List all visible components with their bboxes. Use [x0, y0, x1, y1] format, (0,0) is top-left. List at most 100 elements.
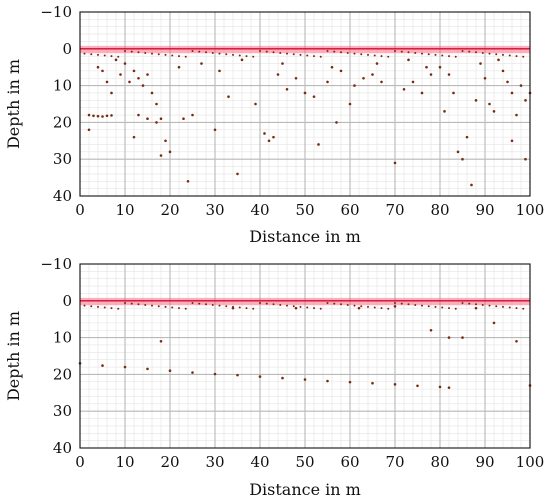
- bottom-surface-point: [151, 304, 153, 307]
- top-x-tick-label: 70: [385, 201, 404, 219]
- top-data-point: [281, 62, 284, 65]
- bottom-surface-point: [83, 304, 86, 307]
- top-data-point: [443, 110, 446, 113]
- top-data-point: [213, 128, 217, 132]
- top-surface-point: [184, 55, 187, 58]
- top-surface-point: [178, 55, 180, 58]
- bottom-data-point: [371, 381, 374, 385]
- bottom-x-tick-label: 40: [250, 453, 269, 471]
- bottom-surface-point: [502, 305, 504, 308]
- top-data-point: [254, 102, 257, 106]
- top-data-point: [110, 114, 113, 117]
- top-data-point: [524, 157, 527, 161]
- bottom-surface-point: [178, 307, 180, 310]
- top-data-point: [155, 102, 158, 106]
- top-data-point: [461, 157, 464, 161]
- bottom-data-point: [429, 328, 433, 332]
- top-data-point: [492, 110, 496, 113]
- top-data-point: [146, 73, 149, 76]
- top-data-point: [317, 143, 320, 146]
- top-data-point: [420, 91, 424, 95]
- top-plot-frame: [79, 11, 531, 197]
- bottom-surface-point: [252, 307, 255, 310]
- top-data-point: [263, 132, 266, 135]
- top-surface-point: [164, 53, 167, 56]
- top-surface-point: [495, 53, 498, 56]
- bottom-surface-point: [488, 304, 491, 307]
- top-surface-point: [252, 55, 255, 58]
- top-data-point: [519, 84, 523, 87]
- top-data-point: [137, 76, 140, 80]
- top-surface-point: [191, 50, 194, 53]
- top-surface-point: [407, 51, 410, 54]
- top-surface-point: [454, 55, 457, 58]
- top-surface-point: [130, 50, 133, 53]
- top-surface-point: [144, 51, 147, 54]
- top-data-point: [123, 62, 127, 65]
- bottom-data-points: [78, 305, 532, 389]
- bottom-x-tick-label: 0: [75, 453, 85, 471]
- top-y-tick-label: 40: [53, 187, 72, 205]
- top-data-point: [128, 80, 131, 84]
- bottom-data-point: [326, 379, 329, 383]
- bottom-x-tick-label: 10: [115, 453, 134, 471]
- top-data-point: [510, 139, 514, 143]
- top-surface-point: [481, 51, 484, 54]
- top-x-tick-labels: 0 10 20 30 40 50 60 70 80 90 100: [75, 201, 544, 219]
- top-x-tick-label: 90: [475, 201, 494, 219]
- top-data-point: [218, 69, 221, 73]
- top-surface-point: [502, 53, 504, 56]
- top-x-tick-label: 80: [430, 201, 449, 219]
- bottom-surface-point: [454, 307, 457, 310]
- bottom-surface-point: [522, 307, 525, 310]
- bottom-surface-point: [346, 303, 349, 306]
- top-x-tick-label: 60: [340, 201, 359, 219]
- bottom-x-tick-labels: 0 10 20 30 40 50 60 70 80 90 100: [75, 453, 544, 471]
- top-surface-band: [80, 45, 530, 58]
- top-data-point: [371, 73, 374, 76]
- top-data-point: [303, 91, 307, 95]
- bottom-data-point: [447, 336, 451, 339]
- bottom-surface-point: [313, 307, 315, 310]
- top-data-point: [506, 80, 509, 84]
- bottom-y-axis-title: Depth in m: [4, 311, 23, 401]
- bottom-surface-point: [130, 302, 133, 305]
- bottom-surface-point: [124, 302, 126, 305]
- top-data-point: [137, 113, 140, 117]
- top-surface-point: [279, 51, 282, 54]
- bottom-data-point: [123, 365, 127, 369]
- top-surface-point: [434, 53, 437, 56]
- top-data-point: [474, 99, 478, 102]
- top-surface-band-fill: [80, 45, 530, 54]
- top-data-point: [465, 135, 469, 139]
- bottom-surface-point: [333, 302, 336, 305]
- bottom-surface-point: [286, 304, 288, 307]
- bottom-surface-point: [407, 303, 410, 306]
- bottom-surface-point: [259, 302, 261, 305]
- bottom-surface-point: [171, 306, 174, 309]
- top-data-point: [168, 150, 172, 154]
- top-surface-point: [90, 53, 93, 56]
- top-surface-point: [508, 54, 511, 57]
- top-data-point: [375, 62, 379, 65]
- bottom-surface-point: [191, 302, 194, 305]
- top-surface-point: [387, 55, 390, 58]
- top-data-point: [87, 113, 91, 117]
- top-x-tick-label: 40: [250, 201, 269, 219]
- top-data-point: [200, 62, 203, 65]
- bottom-surface-point: [306, 306, 309, 309]
- top-data-point: [141, 84, 145, 87]
- bottom-y-tick-label: 0: [62, 292, 72, 310]
- top-data-point: [515, 113, 518, 117]
- bottom-y-tick-label: 20: [53, 365, 72, 383]
- top-surface-point: [340, 51, 342, 54]
- bottom-surface-point: [211, 303, 214, 306]
- top-data-point: [483, 76, 487, 80]
- bottom-x-tick-label: 90: [475, 453, 494, 471]
- bottom-data-point: [474, 306, 478, 310]
- top-y-tick-label: 20: [53, 113, 72, 131]
- top-data-point: [438, 65, 442, 69]
- top-data-point: [186, 179, 190, 183]
- top-data-point: [105, 114, 109, 118]
